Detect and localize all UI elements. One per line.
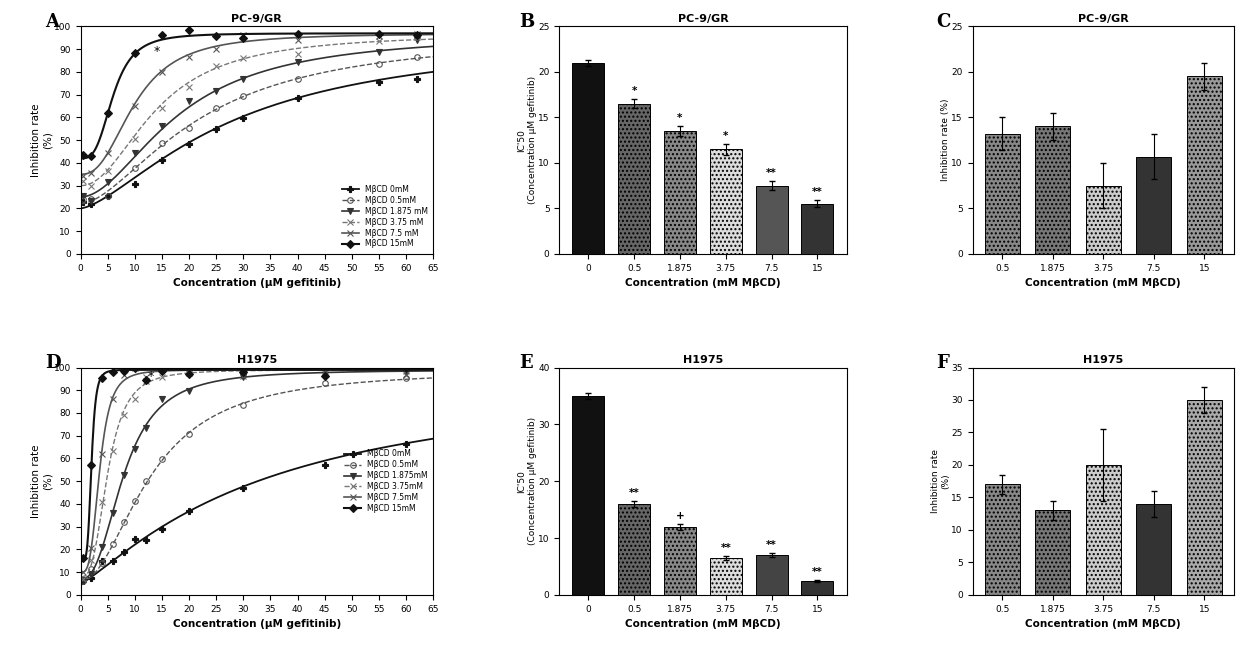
Text: F: F [936, 354, 949, 372]
Text: +: + [676, 511, 684, 521]
Text: **: ** [766, 169, 777, 178]
Bar [619, 104, 650, 254]
Y-axis label: Inhibition rate
(%): Inhibition rate (%) [931, 449, 950, 513]
Legend: MβCD 0mM, MβCD 0.5mM, MβCD 1.875mM, MβCD 3.75mM, MβCD 7.5mM, MβCD 15mM: MβCD 0mM, MβCD 0.5mM, MβCD 1.875mM, MβCD… [342, 448, 429, 514]
Y-axis label: Inhibition rate
(%): Inhibition rate (%) [31, 444, 52, 518]
Bar [709, 149, 742, 254]
Text: C: C [936, 13, 951, 31]
Bar [985, 485, 1019, 595]
Title: PC-9/GR: PC-9/GR [1078, 15, 1128, 24]
Text: **: ** [720, 543, 732, 553]
Text: *: * [148, 370, 154, 383]
Text: A: A [46, 13, 60, 31]
Bar [663, 527, 696, 595]
X-axis label: Concentration (mM MβCD): Concentration (mM MβCD) [1025, 278, 1180, 288]
Y-axis label: Inhibition rate (%): Inhibition rate (%) [941, 99, 950, 181]
Legend: MβCD 0mM, MβCD 0.5mM, MβCD 1.875 mM, MβCD 3.75 mM, MβCD 7.5 mM, MβCD 15mM: MβCD 0mM, MβCD 0.5mM, MβCD 1.875 mM, MβC… [340, 183, 429, 250]
Text: **: ** [766, 540, 777, 550]
X-axis label: Concentration (mM MβCD): Concentration (mM MβCD) [1025, 619, 1180, 629]
Text: **: ** [629, 488, 640, 498]
Title: PC-9/GR: PC-9/GR [232, 15, 283, 24]
X-axis label: Concentration (mM MβCD): Concentration (mM MβCD) [625, 619, 781, 629]
Bar [755, 186, 787, 254]
Bar [1136, 157, 1172, 254]
Y-axis label: IC'50
(Concentration μM gefitinib): IC'50 (Concentration μM gefitinib) [517, 417, 537, 545]
Bar [801, 581, 833, 595]
Text: **: ** [812, 188, 823, 198]
Bar [755, 555, 787, 595]
X-axis label: Concentration (μM gefitinib): Concentration (μM gefitinib) [172, 278, 341, 288]
Title: H1975: H1975 [683, 356, 723, 366]
Bar [663, 131, 696, 254]
X-axis label: Concentration (mM MβCD): Concentration (mM MβCD) [625, 278, 781, 288]
Title: H1975: H1975 [1083, 356, 1123, 366]
Text: B: B [520, 13, 534, 31]
Bar [709, 558, 742, 595]
Text: *: * [631, 87, 637, 97]
Text: *: * [154, 45, 160, 58]
Bar [1085, 465, 1121, 595]
Bar [1035, 126, 1070, 254]
Bar [573, 63, 604, 254]
Y-axis label: IC'50
(Concentration μM gefitinib): IC'50 (Concentration μM gefitinib) [517, 76, 537, 204]
Bar [801, 204, 833, 254]
Text: E: E [520, 354, 533, 372]
Text: *: * [677, 113, 683, 123]
Bar [619, 504, 650, 595]
Text: D: D [46, 354, 61, 372]
Bar [1187, 400, 1221, 595]
Bar [1136, 504, 1172, 595]
Bar [1187, 77, 1221, 254]
Text: **: ** [812, 566, 823, 576]
Bar [1035, 510, 1070, 595]
Bar [573, 396, 604, 595]
Text: *: * [723, 131, 728, 141]
Title: H1975: H1975 [237, 356, 277, 366]
Title: PC-9/GR: PC-9/GR [677, 15, 728, 24]
X-axis label: Concentration (μM gefitinib): Concentration (μM gefitinib) [172, 619, 341, 629]
Y-axis label: Inhibition rate
(%): Inhibition rate (%) [31, 103, 52, 177]
Bar [985, 134, 1019, 254]
Bar [1085, 186, 1121, 254]
